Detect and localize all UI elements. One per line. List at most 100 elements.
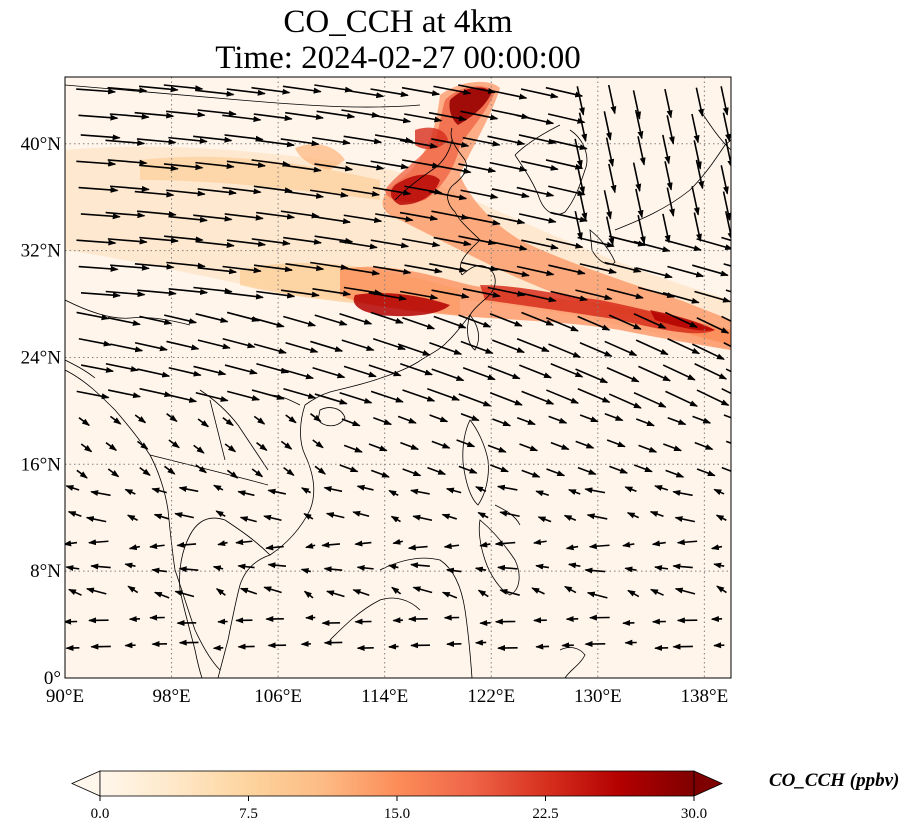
wind-arrow bbox=[725, 440, 731, 444]
wind-arrow bbox=[300, 487, 312, 494]
wind-arrow bbox=[576, 86, 585, 116]
wind-arrow bbox=[575, 289, 613, 301]
wind-arrow bbox=[665, 390, 698, 407]
wind-arrow bbox=[174, 512, 194, 519]
border-inland-1 bbox=[199, 389, 269, 471]
wind-arrow bbox=[696, 468, 716, 477]
wind-arrow bbox=[608, 235, 647, 247]
wind-arrow bbox=[251, 389, 285, 400]
wind-arrow bbox=[487, 286, 526, 297]
wind-arrow bbox=[694, 290, 731, 303]
wind-arrow bbox=[662, 364, 696, 381]
wind-arrow bbox=[339, 464, 359, 473]
wind-arrow bbox=[431, 440, 451, 449]
wind-arrow bbox=[222, 114, 262, 123]
wind-arrow bbox=[431, 289, 470, 299]
x-axis-ticks: 90°E 98°E 106°E 114°E 122°E 130°E 138°E bbox=[46, 686, 728, 707]
wind-arrow bbox=[518, 213, 557, 224]
wind-arrow bbox=[343, 444, 363, 453]
wind-arrow bbox=[491, 188, 530, 199]
coast-japan-honshu bbox=[614, 139, 731, 231]
wind-arrow bbox=[667, 416, 687, 426]
wind-arrow bbox=[516, 114, 555, 125]
wind-arrow bbox=[694, 441, 714, 451]
coast-china-east bbox=[304, 265, 496, 406]
wind-arrow bbox=[531, 587, 545, 595]
wind-arrow bbox=[400, 362, 433, 376]
wind-arrow bbox=[649, 510, 664, 518]
wind-arrow bbox=[339, 391, 373, 404]
wind-arrow bbox=[105, 362, 139, 372]
wind-arrow bbox=[76, 160, 117, 167]
wind-arrow bbox=[391, 586, 402, 595]
wind-arrow bbox=[128, 544, 141, 551]
wind-arrow bbox=[345, 161, 385, 171]
wind-arrow bbox=[695, 159, 705, 190]
wind-arrow bbox=[78, 186, 119, 193]
wind-arrow bbox=[535, 563, 550, 570]
wind-arrow bbox=[401, 86, 441, 97]
wind-arrow bbox=[285, 190, 325, 199]
coast-hainan bbox=[317, 407, 346, 427]
wind-arrow bbox=[696, 238, 731, 250]
wind-arrow bbox=[251, 238, 291, 246]
wind-arrow bbox=[137, 289, 177, 297]
border-inland-4 bbox=[209, 399, 226, 461]
wind-arrow bbox=[237, 490, 255, 497]
y-tick-label: 16°N bbox=[21, 454, 62, 475]
wind-arrow bbox=[222, 265, 262, 274]
wind-arrow bbox=[696, 389, 730, 406]
wind-arrow bbox=[195, 89, 235, 97]
wind-arrow bbox=[105, 290, 146, 298]
wind-arrow bbox=[609, 465, 629, 474]
wind-arrow bbox=[370, 160, 410, 170]
wind-arrow bbox=[213, 484, 224, 492]
wind-arrow bbox=[134, 190, 175, 198]
wind-arrow bbox=[163, 84, 204, 92]
wind-arrow bbox=[429, 342, 463, 355]
wind-arrow bbox=[462, 288, 501, 298]
wind-arrow bbox=[193, 286, 233, 294]
wind-arrow bbox=[285, 414, 297, 424]
wind-arrow bbox=[635, 339, 669, 356]
wind-arrow bbox=[134, 414, 147, 424]
wind-arrow bbox=[458, 393, 492, 407]
wind-arrow bbox=[584, 487, 606, 494]
wind-arrow bbox=[107, 238, 148, 245]
wind-arrow bbox=[627, 589, 640, 598]
wind-arrow bbox=[368, 443, 388, 452]
wind-arrow bbox=[163, 163, 204, 171]
wind-arrow bbox=[373, 416, 393, 426]
wind-arrow bbox=[280, 289, 320, 298]
wind-arrow bbox=[227, 390, 261, 401]
wind-arrow bbox=[458, 314, 492, 328]
x-tick-label: 98°E bbox=[152, 686, 190, 707]
wind-arrow bbox=[341, 339, 375, 351]
x-tick-label: 122°E bbox=[467, 686, 515, 707]
colorbar-ticks: 0.0 7.5 15.0 22.5 30.0 bbox=[91, 796, 707, 822]
wind-arrow bbox=[168, 288, 209, 295]
wind-arrow bbox=[151, 567, 167, 574]
wind-arrow bbox=[399, 139, 439, 149]
wind-arrow bbox=[174, 590, 195, 598]
colorbar-tick-label: 7.5 bbox=[239, 806, 258, 822]
wind-arrow bbox=[80, 213, 121, 220]
wind-arrow bbox=[676, 539, 698, 546]
wind-arrow bbox=[399, 290, 439, 300]
y-tick-label: 0° bbox=[44, 668, 61, 689]
wind-arrow bbox=[267, 488, 287, 495]
map-area bbox=[65, 77, 731, 678]
wind-arrow bbox=[519, 364, 552, 379]
wind-arrow bbox=[428, 111, 468, 122]
wind-arrow bbox=[283, 387, 317, 399]
wind-arrow bbox=[323, 486, 343, 493]
wind-arrow bbox=[314, 393, 348, 405]
wind-arrow bbox=[608, 163, 617, 194]
wind-arrow bbox=[195, 240, 235, 248]
wind-arrow bbox=[460, 189, 499, 200]
wind-arrow bbox=[427, 387, 461, 401]
wind-arrow bbox=[407, 544, 428, 551]
wind-arrow bbox=[545, 238, 584, 249]
wind-arrow bbox=[575, 368, 609, 384]
